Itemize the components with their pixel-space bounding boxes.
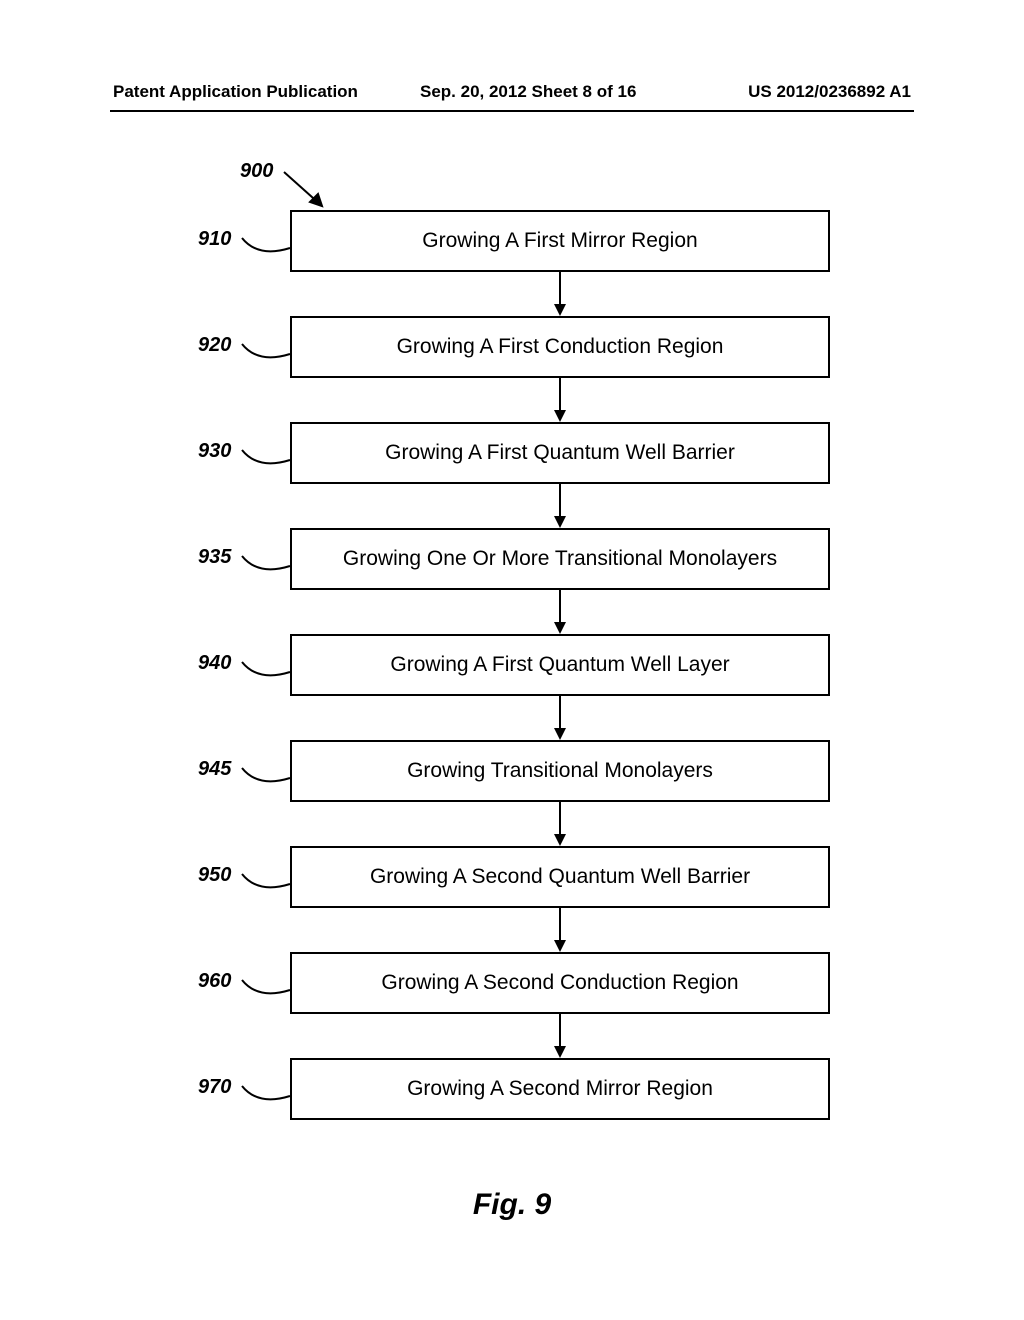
flow-step: 935 Growing One Or More Transitional Mono… (180, 528, 860, 590)
flow-step-box: Growing A First Mirror Region (290, 210, 830, 272)
flow-step: 960 Growing A Second Conduction Region (180, 952, 860, 1014)
flow-arrow (290, 1014, 830, 1058)
flow-step-ref-leader (240, 342, 296, 366)
flow-step-ref: 935 (198, 546, 231, 569)
flow-step-ref-leader (240, 766, 296, 790)
flow-step-ref: 970 (198, 1076, 231, 1099)
flow-step-box: Growing Transitional Monolayers (290, 740, 830, 802)
flow-step-ref-leader (240, 660, 296, 684)
flow-arrow (290, 802, 830, 846)
flow-ref-900: 900 (240, 160, 273, 183)
flow-step: 940 Growing A First Quantum Well Layer (180, 634, 860, 696)
flow-step-text: Growing A Second Quantum Well Barrier (370, 865, 750, 889)
flow-step-ref: 930 (198, 440, 231, 463)
flow-step: 910 Growing A First Mirror Region (180, 210, 860, 272)
flow-step: 945 Growing Transitional Monolayers (180, 740, 860, 802)
flow-step-ref: 910 (198, 228, 231, 251)
flow-arrow (290, 908, 830, 952)
flow-step: 930 Growing A First Quantum Well Barrier (180, 422, 860, 484)
flow-step: 920 Growing A First Conduction Region (180, 316, 860, 378)
flow-step-ref-leader (240, 978, 296, 1002)
flow-step-box: Growing One Or More Transitional Monolay… (290, 528, 830, 590)
flow-step-ref-leader (240, 236, 296, 260)
flow-step-ref: 940 (198, 652, 231, 675)
figure-caption: Fig. 9 (0, 1188, 1024, 1222)
flow-step-text: Growing A First Quantum Well Layer (390, 653, 729, 677)
flow-step-box: Growing A Second Quantum Well Barrier (290, 846, 830, 908)
flow-step-box: Growing A First Conduction Region (290, 316, 830, 378)
flow-step-text: Growing Transitional Monolayers (407, 759, 713, 783)
flow-step-ref-leader (240, 554, 296, 578)
flow-step-ref: 960 (198, 970, 231, 993)
flow-arrow (290, 484, 830, 528)
flow-step-ref-leader (240, 1084, 296, 1108)
flow-step-ref-leader (240, 872, 296, 896)
flow-step-text: Growing A Second Conduction Region (381, 971, 738, 995)
flow-step-text: Growing A First Conduction Region (397, 335, 724, 359)
flow-arrow (290, 378, 830, 422)
flow-step-box: Growing A First Quantum Well Layer (290, 634, 830, 696)
flow-arrow (290, 696, 830, 740)
flow-arrow (290, 272, 830, 316)
flow-step-box: Growing A First Quantum Well Barrier (290, 422, 830, 484)
flow-step: 950 Growing A Second Quantum Well Barrier (180, 846, 860, 908)
flow-step-ref: 950 (198, 864, 231, 887)
header-center: Sep. 20, 2012 Sheet 8 of 16 (420, 82, 636, 102)
flow-step-ref-leader (240, 448, 296, 472)
flow-step-text: Growing One Or More Transitional Monolay… (343, 547, 777, 571)
flow-step-ref: 920 (198, 334, 231, 357)
flow-step-ref: 945 (198, 758, 231, 781)
flow-step-text: Growing A Second Mirror Region (407, 1077, 713, 1101)
flow-step: 970 Growing A Second Mirror Region (180, 1058, 860, 1120)
flow-step-text: Growing A First Mirror Region (422, 229, 697, 253)
flow-arrow (290, 590, 830, 634)
flow-step-box: Growing A Second Conduction Region (290, 952, 830, 1014)
flow-step-box: Growing A Second Mirror Region (290, 1058, 830, 1120)
header-rule (110, 110, 914, 112)
header-left: Patent Application Publication (113, 82, 358, 102)
flow-step-text: Growing A First Quantum Well Barrier (385, 441, 735, 465)
header-right: US 2012/0236892 A1 (748, 82, 911, 102)
